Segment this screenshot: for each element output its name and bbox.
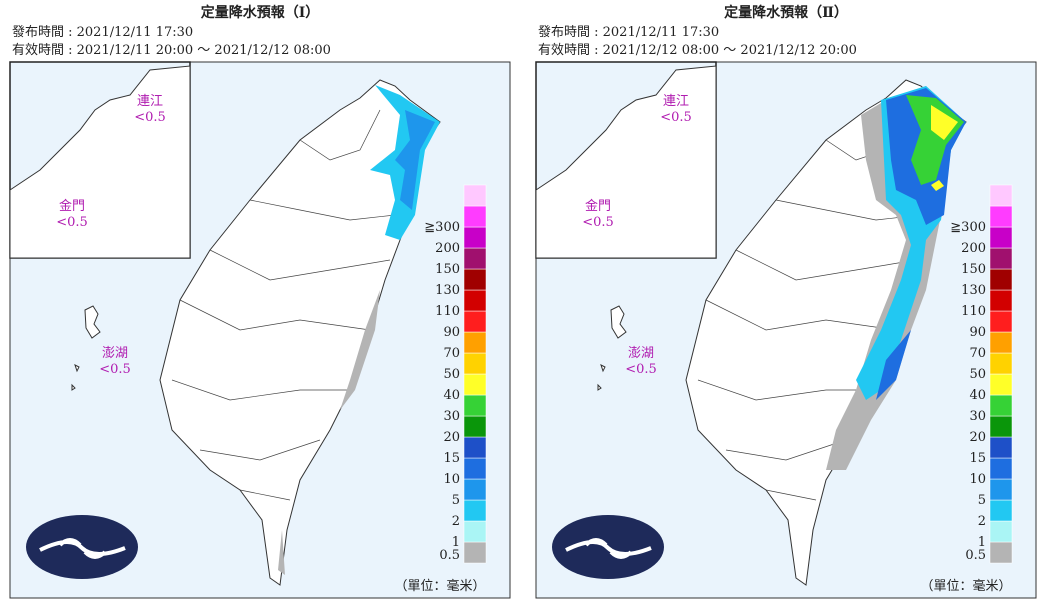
legend-label: 90 <box>969 325 986 340</box>
legend-label: 110 <box>961 304 986 319</box>
rain-area <box>876 88 966 400</box>
legend-label: 40 <box>969 388 986 403</box>
rain-area <box>931 105 958 191</box>
legend-swatch <box>989 268 1013 291</box>
legend-label: 20 <box>969 430 986 445</box>
legend-swatch <box>463 415 487 438</box>
legend-label: 1 <box>978 535 986 550</box>
legend-label: 30 <box>443 409 460 424</box>
legend-swatch <box>463 541 487 564</box>
inset-name: 連江 <box>137 94 163 109</box>
legend-label: 40 <box>443 388 460 403</box>
legend-swatch <box>463 289 487 312</box>
legend-swatch <box>989 415 1013 438</box>
legend-label: 5 <box>978 493 986 508</box>
legend-label: 10 <box>443 472 460 487</box>
legend-label: 1 <box>452 535 460 550</box>
inset-value: <0.5 <box>625 362 657 377</box>
unit-label: （單位：毫米） <box>920 578 1011 594</box>
legend-label: 30 <box>969 409 986 424</box>
inset-value: <0.5 <box>99 362 131 377</box>
legend-label: 90 <box>443 325 460 340</box>
legend-label: 70 <box>443 346 460 361</box>
legend-label: 50 <box>969 367 986 382</box>
legend-label: 15 <box>969 451 986 466</box>
legend-swatch <box>989 184 1013 207</box>
legend-swatch <box>463 352 487 375</box>
legend-swatch <box>463 331 487 354</box>
legend-label: 130 <box>435 283 460 298</box>
legend-swatch <box>989 457 1013 480</box>
legend-label: 0.5 <box>965 548 986 563</box>
title: 定量降水預報（Ⅰ） <box>201 4 320 21</box>
legend-swatch <box>463 310 487 333</box>
legend-label: ≧300 <box>424 220 460 235</box>
legend-label: 200 <box>435 241 460 256</box>
inset-name: 連江 <box>663 94 689 109</box>
legend-label: 10 <box>969 472 986 487</box>
legend-label: 200 <box>961 241 986 256</box>
legend-swatch <box>989 478 1013 501</box>
legend-swatch <box>463 436 487 459</box>
legend-swatch <box>463 499 487 522</box>
legend-label: 50 <box>443 367 460 382</box>
panel: 定量降水預報（Ⅱ） 發布時間 : 2021/12/11 17:30 有效時間 : 2… <box>534 4 1037 600</box>
legend-swatch <box>463 205 487 228</box>
legend-swatch <box>463 184 487 207</box>
legend-swatch <box>989 436 1013 459</box>
inset-name: 金門 <box>59 198 85 214</box>
legend-swatch <box>463 226 487 249</box>
legend-label: 5 <box>452 493 460 508</box>
legend-swatch <box>463 247 487 270</box>
legend-label: 2 <box>978 514 986 529</box>
legend-swatch <box>463 520 487 543</box>
legend-swatch <box>989 205 1013 228</box>
legend-swatch <box>989 541 1013 564</box>
legend-swatch <box>989 520 1013 543</box>
inset-name: 澎湖 <box>628 346 654 361</box>
legend-label: ≧300 <box>950 220 986 235</box>
issued-time: 發布時間 : 2021/12/11 17:30 <box>12 25 193 40</box>
valid-time: 有效時間 : 2021/12/11 20:00 ～ 2021/12/12 08:… <box>12 43 331 58</box>
legend-label: 130 <box>961 283 986 298</box>
legend-label: 2 <box>452 514 460 529</box>
rain-area <box>278 290 380 575</box>
inset-name: 澎湖 <box>102 346 128 361</box>
legend-label: 150 <box>961 262 986 277</box>
legend-swatch <box>463 457 487 480</box>
legend-label: 110 <box>435 304 460 319</box>
legend-label: 20 <box>443 430 460 445</box>
legend-swatch <box>989 394 1013 417</box>
legend-swatch <box>463 394 487 417</box>
inset-value: <0.5 <box>56 215 88 230</box>
inset-value: <0.5 <box>660 110 692 125</box>
legend-swatch <box>989 247 1013 270</box>
inset-value: <0.5 <box>582 215 614 230</box>
legend-label: 0.5 <box>439 548 460 563</box>
legend-swatch <box>989 331 1013 354</box>
title: 定量降水預報（Ⅱ） <box>724 4 848 21</box>
legend-label: 150 <box>435 262 460 277</box>
unit-label: （單位：毫米） <box>394 578 485 594</box>
legend-swatch <box>989 226 1013 249</box>
legend-label: 70 <box>969 346 986 361</box>
legend-swatch <box>463 373 487 396</box>
inset-value: <0.5 <box>134 110 166 125</box>
valid-time: 有效時間 : 2021/12/12 08:00 ～ 2021/12/12 20:… <box>538 43 857 58</box>
legend-swatch <box>989 373 1013 396</box>
legend-swatch <box>989 499 1013 522</box>
inset-name: 金門 <box>585 198 611 214</box>
issued-time: 發布時間 : 2021/12/11 17:30 <box>538 25 719 40</box>
rain-area <box>395 110 435 210</box>
legend-label: 15 <box>443 451 460 466</box>
legend-swatch <box>463 478 487 501</box>
panel: 定量降水預報（Ⅰ） 發布時間 : 2021/12/11 17:30 有效時間 : 2… <box>8 4 512 600</box>
legend-swatch <box>989 289 1013 312</box>
legend-swatch <box>989 352 1013 375</box>
legend-swatch <box>463 268 487 291</box>
legend-swatch <box>989 310 1013 333</box>
